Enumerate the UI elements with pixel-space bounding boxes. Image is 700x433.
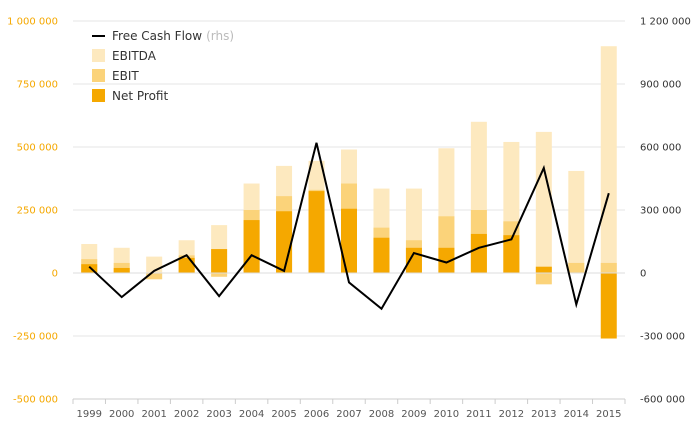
y-left-tick-label: 1 000 000 — [7, 17, 58, 28]
x-tick-label-2010: 2010 — [434, 409, 459, 420]
bar-ebit-2015 — [600, 262, 617, 273]
x-tick-label-2000: 2000 — [109, 409, 134, 420]
bar-net-profit-2000 — [113, 267, 130, 273]
legend-label: Net Profit — [112, 89, 168, 103]
x-tick-label-2009: 2009 — [401, 409, 426, 420]
legend-label: Free Cash Flow (rhs) — [112, 29, 234, 43]
bar-net-profit-2005 — [276, 211, 293, 273]
bar-net-profit-2007 — [341, 208, 357, 273]
x-tick-label-2001: 2001 — [141, 409, 166, 420]
bar-ebitda-2015 — [600, 46, 617, 274]
bar-net-profit-2013 — [535, 266, 552, 273]
y-left-tick-label: 750 000 — [17, 80, 58, 91]
legend-label: EBIT — [112, 69, 139, 83]
legend: Free Cash Flow (rhs) EBITDA EBIT Net Profit — [92, 29, 234, 103]
legend-swatch — [92, 49, 105, 62]
x-tick-label-2012: 2012 — [499, 409, 524, 420]
y-left-tick-label: -500 000 — [13, 395, 58, 406]
legend-swatch — [92, 89, 105, 102]
bar-net-profit-2003 — [211, 249, 228, 273]
x-tick-label-2008: 2008 — [369, 409, 394, 420]
y-left-tick-label: 0 — [52, 269, 58, 280]
legend-swatch — [92, 69, 105, 82]
x-tick-label-2013: 2013 — [531, 409, 556, 420]
bar-net-profit-1999 — [81, 264, 98, 273]
x-tick-label-2003: 2003 — [206, 409, 231, 420]
y-right-tick-label: 600 000 — [640, 143, 681, 154]
fcf-line-layer — [88, 142, 610, 311]
bar-net-profit-2006 — [308, 191, 325, 273]
bar-net-profit-2008 — [373, 237, 390, 273]
y-right-tick-label: 1 200 000 — [640, 17, 691, 28]
x-tick-label-1999: 1999 — [77, 409, 102, 420]
bar-net-profit-2009 — [405, 247, 422, 273]
bar-ebit-2014 — [568, 262, 585, 273]
y-right-tick-label: 900 000 — [640, 80, 681, 91]
bar-net-profit-2004 — [243, 220, 260, 273]
legend-label: EBITDA — [112, 49, 157, 63]
y-axis-right: -600 000 -300 000 0 300 000 600 000 900 000 1 … — [640, 17, 691, 406]
x-tick-label-2005: 2005 — [271, 409, 296, 420]
x-tick-label-2006: 2006 — [304, 409, 329, 420]
bar-net-profit-2015 — [600, 273, 617, 339]
bar-ebitda-2014 — [568, 170, 585, 273]
bar-net-profit-2002 — [178, 257, 195, 273]
bar-ebitda-2013 — [535, 131, 552, 273]
bar-net-profit-2010 — [438, 247, 455, 273]
x-axis: 1999 2000 2001 2002 2003 2004 2005 2006 2007 2008… — [72, 398, 626, 420]
bar-ebit-2013 — [535, 273, 552, 285]
x-tick-label-2004: 2004 — [239, 409, 264, 420]
y-right-tick-label: -300 000 — [640, 332, 685, 343]
x-tick-label-2007: 2007 — [336, 409, 361, 420]
bar-net-profit-2012 — [503, 235, 520, 273]
y-right-tick-label: 0 — [640, 269, 646, 280]
bar-net-profit-2011 — [470, 233, 487, 273]
x-tick-label-2014: 2014 — [564, 409, 589, 420]
x-tick-label-2015: 2015 — [596, 409, 621, 420]
y-left-tick-label: 500 000 — [17, 143, 58, 154]
x-tick-label-2011: 2011 — [466, 409, 491, 420]
y-right-tick-label: 300 000 — [640, 206, 681, 217]
x-tick-label-2002: 2002 — [174, 409, 199, 420]
bar-ebit-2003 — [211, 273, 228, 277]
y-axis-left: -500 000 -250 000 0 250 000 500 000 750 000 1 … — [7, 17, 58, 406]
y-right-tick-label: -600 000 — [640, 395, 685, 406]
y-left-tick-label: 250 000 — [17, 206, 58, 217]
y-left-tick-label: -250 000 — [13, 332, 58, 343]
free-cash-flow-line — [88, 142, 610, 311]
bar-ebit-2001 — [146, 273, 163, 280]
